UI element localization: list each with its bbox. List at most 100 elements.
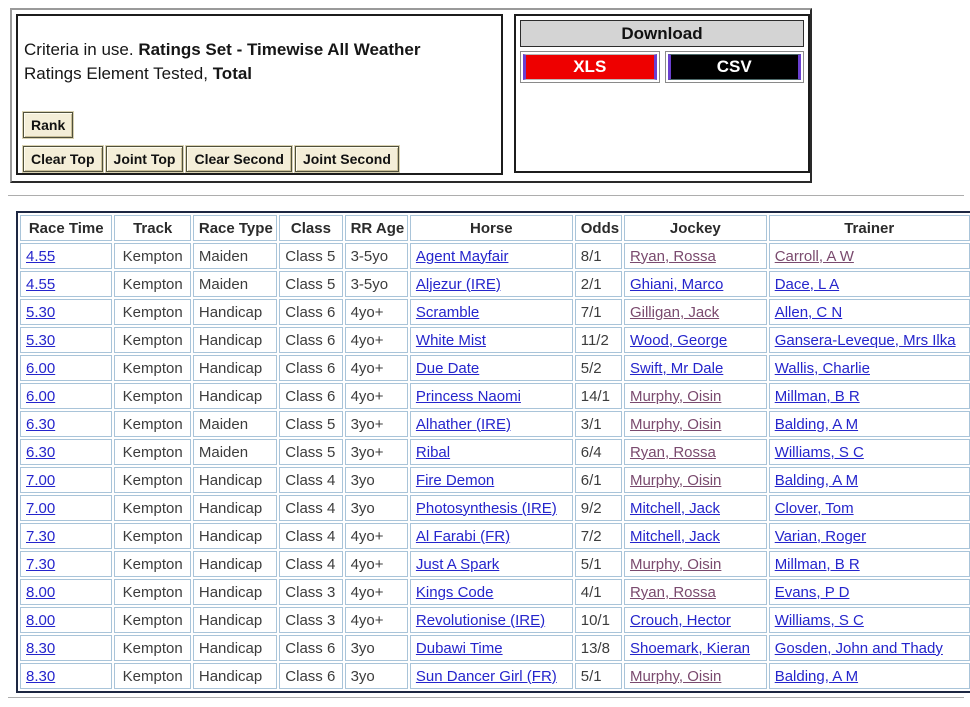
top-divider — [8, 195, 964, 196]
race-time-link[interactable]: 8.30 — [26, 667, 56, 685]
race-time-link[interactable]: 6.30 — [26, 415, 56, 433]
joint-second-button[interactable]: Joint Second — [293, 145, 400, 173]
download-csv-button[interactable]: CSV — [667, 54, 801, 80]
rank-button[interactable]: Rank — [21, 111, 75, 139]
trainer-link[interactable]: Balding, A M — [774, 471, 859, 489]
race-time-link[interactable]: 6.00 — [26, 387, 56, 405]
race-time-link[interactable]: 6.30 — [26, 443, 56, 461]
jockey-link[interactable]: Murphy, Oisin — [629, 415, 722, 433]
jockey-cell: Shoemark, Kieran — [623, 635, 767, 661]
jockey-link[interactable]: Ryan, Rossa — [629, 443, 716, 461]
jockey-link[interactable]: Murphy, Oisin — [629, 387, 722, 405]
clear-top-button[interactable]: Clear Top — [22, 145, 104, 173]
trainer-link[interactable]: Varian, Roger — [774, 527, 867, 545]
horse-link[interactable]: Kings Code — [415, 583, 494, 601]
trainer-link[interactable]: Millman, B R — [774, 387, 860, 405]
class-cell: Class 5 — [279, 439, 343, 465]
race-time-link[interactable]: 7.00 — [26, 471, 56, 489]
download-xls-button[interactable]: XLS — [523, 54, 657, 80]
trainer-link[interactable]: Gosden, John and Thady — [774, 639, 943, 657]
jockey-link[interactable]: Swift, Mr Dale — [629, 359, 724, 377]
horse-link[interactable]: Just A Spark — [415, 555, 500, 573]
table-row: 7.30 Kempton Handicap Class 4 4yo+ Al Farabi … — [20, 523, 970, 549]
odds-cell: 13/8 — [574, 635, 622, 661]
horse-link[interactable]: Fire Demon — [415, 471, 495, 489]
jockey-link[interactable]: Gilligan, Jack — [629, 303, 720, 321]
jockey-link[interactable]: Mitchell, Jack — [629, 527, 720, 545]
race-time-link[interactable]: 7.30 — [26, 527, 56, 545]
jockey-cell: Crouch, Hector — [623, 607, 767, 633]
race-time-link[interactable]: 6.00 — [26, 359, 56, 377]
horse-cell: Dubawi Time — [409, 635, 573, 661]
horse-cell: Kings Code — [409, 579, 573, 605]
race-type-cell: Maiden — [192, 411, 278, 437]
trainer-link[interactable]: Clover, Tom — [774, 499, 854, 517]
horse-link[interactable]: Ribal — [415, 443, 451, 461]
jockey-link[interactable]: Ryan, Rossa — [629, 247, 716, 265]
joint-top-button[interactable]: Joint Top — [104, 145, 185, 173]
table-row: 8.30 Kempton Handicap Class 6 3yo Sun Dancer … — [20, 663, 970, 689]
rr-age-cell: 3yo — [344, 467, 408, 493]
horse-link[interactable]: Al Farabi (FR) — [415, 527, 511, 545]
trainer-link[interactable]: Carroll, A W — [774, 247, 854, 265]
trainer-link[interactable]: Williams, S C — [774, 443, 864, 461]
odds-cell: 7/1 — [574, 299, 622, 325]
horse-link[interactable]: Agent Mayfair — [415, 247, 509, 265]
trainer-cell: Evans, P D — [768, 579, 970, 605]
jockey-link[interactable]: Ghiani, Marco — [629, 275, 724, 293]
jockey-link[interactable]: Shoemark, Kieran — [629, 639, 751, 657]
jockey-link[interactable]: Murphy, Oisin — [629, 471, 722, 489]
race-time-cell: 8.30 — [20, 663, 113, 689]
trainer-link[interactable]: Allen, C N — [774, 303, 843, 321]
rr-age-cell: 4yo+ — [344, 607, 408, 633]
trainer-link[interactable]: Wallis, Charlie — [774, 359, 870, 377]
horse-link[interactable]: White Mist — [415, 331, 486, 349]
race-time-cell: 8.00 — [20, 607, 113, 633]
trainer-cell: Millman, B R — [768, 383, 970, 409]
trainer-link[interactable]: Balding, A M — [774, 667, 859, 685]
trainer-link[interactable]: Dace, L A — [774, 275, 840, 293]
race-time-link[interactable]: 8.00 — [26, 583, 56, 601]
jockey-link[interactable]: Ryan, Rossa — [629, 583, 716, 601]
horse-link[interactable]: Sun Dancer Girl (FR) — [415, 667, 557, 685]
odds-cell: 14/1 — [574, 383, 622, 409]
horse-cell: Revolutionise (IRE) — [409, 607, 573, 633]
class-cell: Class 6 — [279, 299, 343, 325]
class-cell: Class 4 — [279, 495, 343, 521]
jockey-link[interactable]: Mitchell, Jack — [629, 499, 720, 517]
trainer-link[interactable]: Millman, B R — [774, 555, 860, 573]
trainer-link[interactable]: Balding, A M — [774, 415, 859, 433]
table-row: 7.00 Kempton Handicap Class 4 3yo Photosynthe… — [20, 495, 970, 521]
horse-link[interactable]: Revolutionise (IRE) — [415, 611, 546, 629]
horse-link[interactable]: Due Date — [415, 359, 480, 377]
horse-link[interactable]: Princess Naomi — [415, 387, 521, 405]
horse-link[interactable]: Aljezur (IRE) — [415, 275, 501, 293]
ratings-set-value: Ratings Set - Timewise All Weather — [138, 40, 421, 59]
horse-link[interactable]: Scramble — [415, 303, 480, 321]
trainer-link[interactable]: Williams, S C — [774, 611, 864, 629]
track-cell: Kempton — [114, 635, 191, 661]
race-time-link[interactable]: 8.30 — [26, 639, 56, 657]
clear-second-button[interactable]: Clear Second — [185, 145, 293, 173]
horse-link[interactable]: Dubawi Time — [415, 639, 503, 657]
track-cell: Kempton — [114, 523, 191, 549]
trainer-link[interactable]: Gansera-Leveque, Mrs Ilka — [774, 331, 956, 349]
jockey-link[interactable]: Wood, George — [629, 331, 728, 349]
trainer-link[interactable]: Evans, P D — [774, 583, 850, 601]
rr-age-cell: 3yo+ — [344, 439, 408, 465]
horse-link[interactable]: Alhather (IRE) — [415, 415, 511, 433]
table-row: 5.30 Kempton Handicap Class 6 4yo+ Scramble 7/… — [20, 299, 970, 325]
jockey-link[interactable]: Murphy, Oisin — [629, 555, 722, 573]
race-time-link[interactable]: 7.30 — [26, 555, 56, 573]
race-time-cell: 6.00 — [20, 355, 113, 381]
race-time-link[interactable]: 8.00 — [26, 611, 56, 629]
race-time-link[interactable]: 7.00 — [26, 499, 56, 517]
class-cell: Class 4 — [279, 551, 343, 577]
race-time-link[interactable]: 5.30 — [26, 303, 56, 321]
horse-link[interactable]: Photosynthesis (IRE) — [415, 499, 557, 517]
race-time-link[interactable]: 4.55 — [26, 275, 56, 293]
jockey-link[interactable]: Crouch, Hector — [629, 611, 731, 629]
jockey-link[interactable]: Murphy, Oisin — [629, 667, 722, 685]
race-time-link[interactable]: 4.55 — [26, 247, 56, 265]
race-time-link[interactable]: 5.30 — [26, 331, 56, 349]
